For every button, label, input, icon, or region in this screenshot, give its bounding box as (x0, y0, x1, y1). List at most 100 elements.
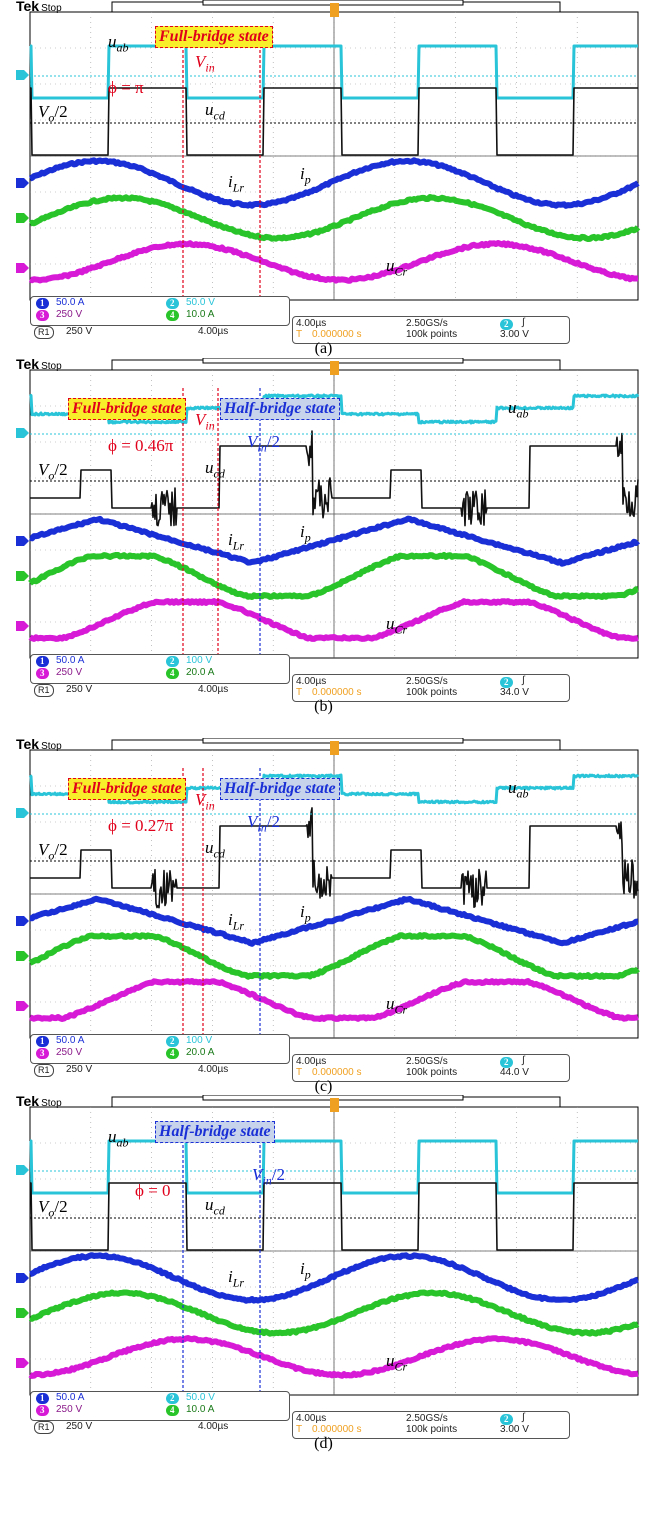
r1-badge: R1 (34, 1421, 54, 1434)
label-vo: Vo/2 (38, 460, 68, 483)
channel-scale-box (30, 296, 290, 326)
sample-rate: 2.50GS/s (406, 676, 448, 687)
label-vin: Vin (195, 52, 215, 75)
trigger-channel-badge: 2 (500, 319, 513, 330)
trigger-offset: 0.000000 s (312, 1424, 362, 1435)
label-ip-sub: p (304, 1267, 311, 1282)
channel-marker (16, 951, 29, 961)
label-ucr-main: u (386, 614, 395, 633)
label-vin-half-sub: in (257, 820, 267, 835)
label-vin-main: V (195, 52, 206, 71)
label-uab: uab (508, 778, 529, 801)
label-ip-sub: p (304, 172, 311, 187)
label-vin-main: V (252, 1165, 263, 1184)
r1-badge: R1 (34, 684, 54, 697)
trace-ip (29, 157, 640, 209)
label-uab: uab (508, 398, 529, 421)
trace-uab (28, 393, 640, 425)
trigger-slope: ∫ (522, 317, 525, 328)
label-ilr-main: i (228, 910, 233, 929)
trigger-level: 44.0 V (500, 1067, 529, 1078)
label-ucr-main: u (386, 256, 395, 275)
trace-ilr (28, 552, 639, 600)
scope-screen (16, 0, 641, 301)
label-ucr: uCr (386, 256, 407, 279)
trigger-marker (330, 741, 339, 755)
label-vo-sub: o (48, 468, 55, 483)
trace-uab (28, 773, 640, 805)
state-box-half-bridge: Half-bridge state (220, 778, 340, 800)
panel-caption: (c) (314, 1078, 333, 1095)
scope-brand: Tek Stop (16, 0, 62, 14)
ch1-scale: 50.0 A (56, 1392, 85, 1403)
scope-brand: Tek Stop (16, 356, 62, 372)
label-vin-half: Vin/2 (247, 432, 280, 455)
r1-scale: 250 V (66, 1064, 93, 1075)
label-vin-half-main: V (247, 432, 258, 451)
label-vo-tail: /2 (54, 460, 68, 479)
label-vo: Vo/2 (38, 1197, 68, 1220)
ch3-scale: 250 V (56, 309, 83, 320)
trigger-slope: ∫ (522, 1412, 525, 1423)
scope-brand: Tek Stop (16, 1093, 62, 1109)
label-vo: Vo/2 (38, 840, 68, 863)
r1-badge: R1 (34, 326, 54, 339)
r1-time: 4.00µs (198, 326, 229, 337)
label-ucr-sub: Cr (394, 1002, 408, 1017)
status-bar: 1 50.0 A 3 250 V 2 50.0 V 4 10.0 A R1 250 V 4.00µs… (30, 1391, 570, 1439)
r1-time: 4.00µs (198, 1064, 229, 1075)
ch4-scale: 10.0 A (186, 1404, 215, 1415)
label-uab-sub: ab (516, 786, 529, 801)
ch4-badge: 4 (166, 668, 179, 679)
trigger-level: 3.00 V (500, 329, 529, 340)
brand-text: Tek (16, 736, 40, 752)
state-box-full-bridge: Full-bridge state (155, 26, 273, 48)
ch1-badge: 1 (36, 656, 49, 667)
ch1-badge: 1 (36, 1393, 49, 1404)
label-ip-main: i (300, 522, 305, 541)
label-ilr-sub: Lr (232, 1275, 245, 1290)
label-ilr-main: i (228, 1267, 233, 1286)
ch1-badge: 1 (36, 1036, 49, 1047)
label-ucr-main: u (386, 1351, 395, 1370)
label-vin: Vin (195, 790, 215, 813)
channel-marker (16, 1165, 29, 1175)
trace-ucr (28, 240, 639, 284)
label-vin-main: V (195, 790, 206, 809)
label-ilr: iLr (228, 1267, 244, 1290)
label-ucd-sub: cd (213, 466, 225, 481)
label-ucd-sub: cd (213, 846, 225, 861)
ch2-badge: 2 (166, 1036, 179, 1047)
ch2-scale: 50.0 V (186, 1392, 215, 1403)
label-vin-half-tail: /2 (266, 432, 280, 451)
ch3-badge: 3 (36, 1405, 49, 1416)
state-box-full-bridge: Full-bridge state (68, 778, 186, 800)
label-ucd: ucd (205, 100, 225, 123)
scope-panel-3: Tek Stop Full-bridge state Half-bridge stat… (0, 736, 647, 1096)
status-bar: 1 50.0 A 3 250 V 2 100 V 4 20.0 A R1 250 V 4.00µs 4… (30, 1034, 570, 1082)
label-ip: ip (300, 522, 311, 545)
channel-marker (16, 1001, 29, 1011)
r1-time: 4.00µs (198, 684, 229, 695)
label-uab-main: u (108, 1127, 117, 1146)
channel-marker (16, 571, 29, 581)
trigger-channel-badge: 2 (500, 1414, 513, 1425)
trace-ucr (28, 1335, 639, 1379)
ch3-scale: 250 V (56, 1047, 83, 1058)
channel-marker (16, 70, 29, 80)
r1-badge: R1 (34, 1064, 54, 1077)
label-ip-sub: p (304, 910, 311, 925)
trigger-marker (330, 1098, 339, 1112)
ch4-badge: 4 (166, 1048, 179, 1059)
timebase: 4.00µs (296, 676, 327, 687)
label-vo-main: V (38, 460, 49, 479)
label-ip-main: i (300, 902, 305, 921)
ch2-badge: 2 (166, 1393, 179, 1404)
label-vin-half-tail: /2 (266, 812, 280, 831)
label-vin-sub: in (262, 1173, 272, 1188)
channel-scale-box (30, 1391, 290, 1421)
panel-caption: (a) (314, 340, 333, 357)
label-vo: Vo/2 (38, 102, 68, 125)
label-ilr: iLr (228, 530, 244, 553)
trigger-slope: ∫ (522, 675, 525, 686)
